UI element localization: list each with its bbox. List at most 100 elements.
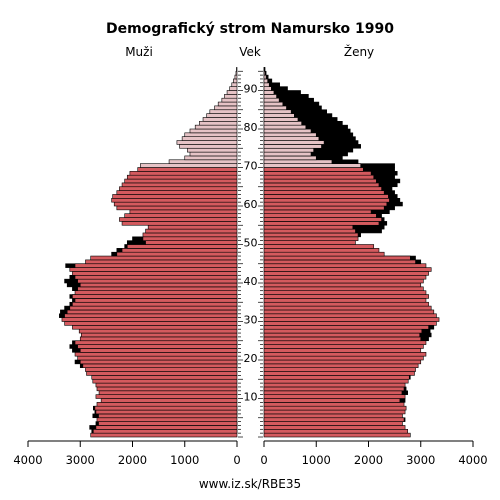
male-bar-age-25 (79, 336, 238, 342)
male-bar-age-42 (72, 271, 238, 276)
male-bar-age-92 (233, 78, 238, 84)
male-bar-age-8 (96, 402, 238, 407)
male-bar-common-age-22 (79, 348, 238, 353)
female-bar-common-age-62 (263, 194, 389, 199)
male-bar-age-77 (181, 136, 238, 141)
male-bar-age-12 (96, 386, 238, 392)
male-bar-common-age-5 (98, 413, 238, 419)
male-bar-age-84 (209, 109, 238, 114)
male-bar-age-28 (72, 325, 238, 330)
male-bar-age-64 (119, 186, 238, 191)
female-bar-age-49 (263, 244, 375, 249)
female-bar-age-20 (263, 355, 424, 361)
female-x-tick-label: 0 (260, 453, 267, 467)
male-bar-common-age-49 (126, 244, 238, 249)
male-bar-age-61 (111, 198, 238, 203)
male-bar-common-age-39 (79, 282, 238, 288)
male-bar-age-65 (121, 182, 238, 188)
male-bar-age-82 (202, 117, 238, 122)
male-bar-age-55 (121, 221, 238, 226)
female-bar-age-8 (263, 402, 405, 407)
female-bar-common-age-88 (263, 94, 277, 99)
female-bar-age-3 (263, 421, 403, 426)
age-tick-label: 80 (244, 121, 258, 134)
male-x-tick-label: 3000 (66, 453, 95, 467)
female-bar-common-age-82 (263, 117, 299, 122)
male-bar-age-26 (80, 332, 238, 338)
male-bar-age-46 (90, 255, 238, 261)
female-bar-common-age-89 (263, 90, 275, 95)
female-bar-common-age-54 (263, 224, 354, 230)
male-bar-common-age-33 (69, 305, 238, 311)
female-bar-age-13 (263, 382, 406, 388)
female-bar-common-age-61 (263, 198, 390, 203)
x-axes: 4000 3000 2000 1000 0 0 1000 2000 3000 4000 (13, 440, 488, 467)
male-bar-age-53 (145, 228, 238, 234)
male-bar-age-37 (74, 290, 238, 295)
female-bar-common-age-63 (263, 190, 385, 195)
left-series-label: Muži (125, 45, 153, 59)
female-bar-age-1 (263, 428, 408, 434)
female-bar-age-43 (263, 267, 432, 272)
female-bar-common-age-65 (263, 182, 380, 188)
female-bar-common-age-59 (263, 205, 385, 211)
female-bar-age-39 (263, 282, 422, 288)
male-bar-age-66 (124, 178, 238, 184)
female-bar-age-23 (263, 344, 424, 349)
male-bar-common-age-48 (121, 248, 238, 253)
female-bar-common-age-56 (263, 217, 382, 222)
male-x-tick-label: 2000 (118, 453, 147, 467)
female-bar-common-age-75 (263, 144, 322, 149)
male-bar-age-79 (189, 128, 238, 134)
female-x-tick-label: 3000 (406, 453, 435, 467)
female-bar-common-age-67 (263, 174, 375, 180)
male-bar-common-age-1 (93, 428, 238, 434)
female-bar-common-age-68 (263, 171, 372, 176)
male-bar-age-85 (214, 105, 238, 111)
male-bar-common-age-51 (142, 236, 238, 241)
female-bar-common-age-9 (263, 398, 401, 403)
female-bar-age-21 (263, 351, 427, 357)
female-bar-common-age-45 (263, 259, 416, 265)
female-bar-age-10 (263, 394, 406, 399)
female-bar-age-2 (263, 425, 406, 430)
female-bar-age-30 (263, 317, 440, 322)
male-bar-age-76 (176, 140, 238, 145)
female-bar-common-age-84 (263, 109, 292, 114)
male-bar-age-81 (199, 121, 238, 126)
female-bar-common-age-86 (263, 101, 284, 107)
female-bar-age-18 (263, 363, 419, 369)
female-bar-common-age-72 (263, 155, 317, 161)
female-bar-age-44 (263, 263, 427, 268)
right-series-label: Ženy (344, 44, 374, 59)
male-bar-age-70 (140, 163, 238, 168)
male-bar-age-13 (95, 382, 238, 388)
female-bar-age-38 (263, 286, 424, 292)
female-bar-age-50 (263, 240, 356, 245)
male-bar-age-95 (236, 67, 238, 72)
female-bar-common-age-4 (263, 417, 405, 422)
male-bar-age-57 (124, 213, 238, 218)
female-bar-common-age-57 (263, 213, 377, 218)
chart-title: Demografický strom Namursko 1990 (106, 21, 394, 37)
female-bar-age-6 (263, 409, 406, 415)
male-bar-age-69 (137, 167, 238, 172)
female-bar-common-age-64 (263, 186, 382, 191)
female-bar-common-age-53 (263, 228, 356, 234)
female-bar-common-age-26 (263, 332, 421, 338)
female-bar-common-age-70 (263, 163, 361, 168)
age-tick-label: 60 (244, 198, 258, 211)
male-bar-age-90 (229, 86, 238, 91)
male-bar-age-78 (184, 132, 238, 138)
age-tick-label: 40 (244, 275, 258, 288)
male-bar-age-14 (92, 378, 238, 384)
male-bar-age-52 (142, 232, 238, 238)
male-bar-common-age-35 (74, 298, 238, 303)
male-x-tick-label: 0 (233, 453, 240, 467)
male-bar-age-68 (129, 171, 238, 176)
center-axis-label: Vek (239, 45, 261, 59)
female-bar-common-age-74 (263, 147, 314, 153)
female-bar-common-age-93 (263, 74, 267, 80)
female-bar-common-age-71 (263, 159, 333, 164)
male-bar-age-29 (64, 321, 238, 326)
